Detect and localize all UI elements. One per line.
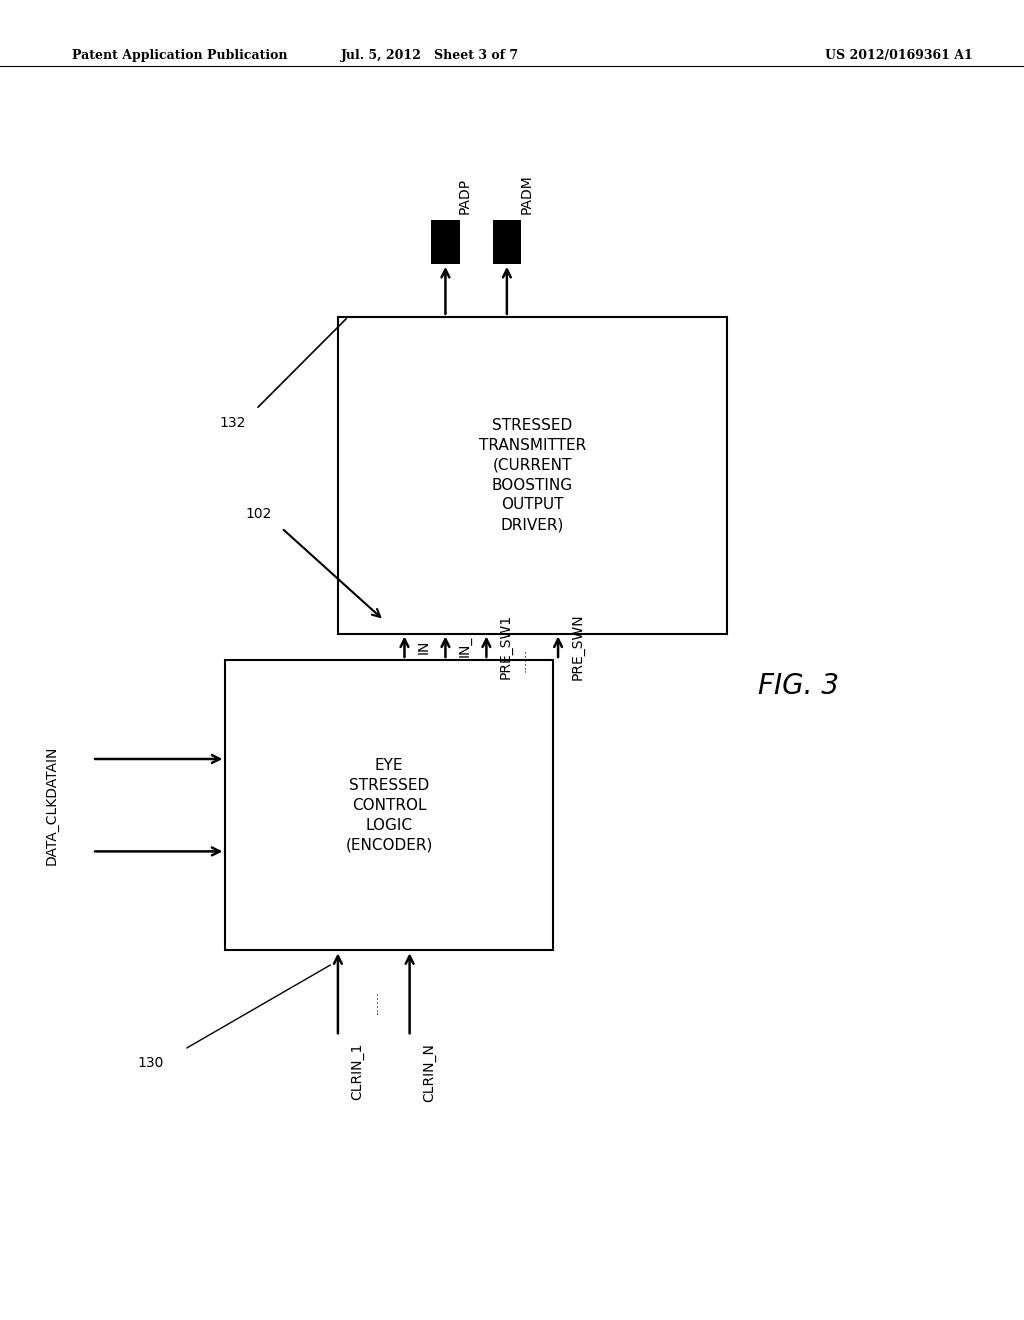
Text: DATA_CLKDATAIN: DATA_CLKDATAIN	[44, 746, 58, 865]
Text: Jul. 5, 2012   Sheet 3 of 7: Jul. 5, 2012 Sheet 3 of 7	[341, 49, 519, 62]
Text: 130: 130	[137, 1056, 164, 1071]
Bar	[338, 317, 727, 634]
Text: FIG. 3: FIG. 3	[758, 672, 840, 701]
Text: EYE
STRESSED
CONTROL
LOGIC
(ENCODER): EYE STRESSED CONTROL LOGIC (ENCODER)	[345, 758, 433, 853]
Text: ......: ......	[368, 990, 380, 1014]
Text: US 2012/0169361 A1: US 2012/0169361 A1	[825, 49, 973, 62]
Text: IN: IN	[417, 640, 431, 653]
Text: PADP: PADP	[458, 178, 472, 214]
Bar	[493, 220, 521, 264]
Text: Patent Application Publication: Patent Application Publication	[72, 49, 287, 62]
Bar	[431, 220, 460, 264]
Text: 102: 102	[245, 507, 271, 521]
Text: 132: 132	[219, 416, 246, 430]
Text: CLRIN_N: CLRIN_N	[422, 1043, 436, 1102]
Text: PADM: PADM	[519, 174, 534, 214]
Text: PRE_SWN: PRE_SWN	[570, 614, 585, 680]
Text: CLRIN_1: CLRIN_1	[350, 1043, 365, 1100]
Text: IN_: IN_	[458, 636, 472, 657]
Text: STRESSED
TRANSMITTER
(CURRENT
BOOSTING
OUTPUT
DRIVER): STRESSED TRANSMITTER (CURRENT BOOSTING O…	[479, 418, 586, 532]
Bar	[225, 660, 553, 950]
Text: PRE_SW1: PRE_SW1	[499, 614, 513, 680]
Text: ......: ......	[516, 648, 528, 672]
